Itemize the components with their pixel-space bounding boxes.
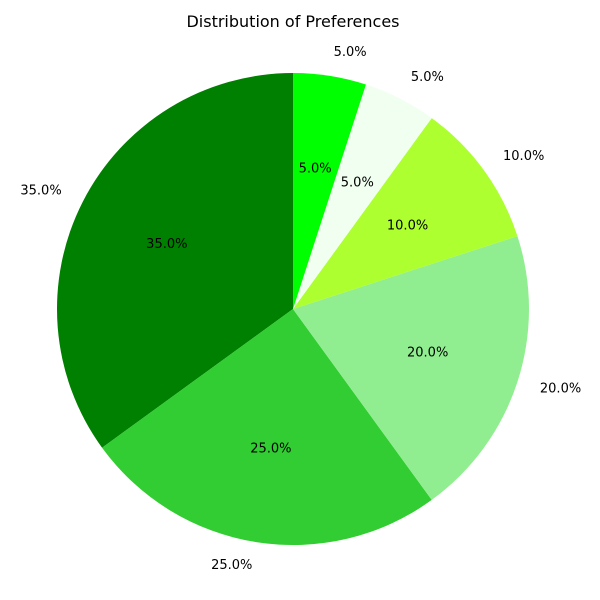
pie-outer-label-0: 35.0%: [20, 184, 61, 199]
pie-slices: [57, 73, 529, 545]
pie-outer-label-1: 25.0%: [211, 558, 252, 573]
chart-title: Distribution of Preferences: [186, 12, 399, 31]
pie-slice-1: [102, 309, 432, 545]
pie-slice-5: [293, 73, 366, 309]
pie-pct-label-5: 5.0%: [299, 162, 332, 177]
pie-outer-label-3: 10.0%: [503, 149, 544, 164]
pie-slice-4: [293, 84, 432, 309]
pie-pct-label-1: 25.0%: [250, 441, 291, 456]
pie-pct-label-4: 5.0%: [341, 175, 374, 190]
pie-slice-3: [293, 118, 518, 309]
pie-outer-label-2: 20.0%: [540, 382, 581, 397]
pie-inner-labels: 35.0% 25.0% 20.0% 10.0% 5.0% 5.0%: [146, 162, 448, 457]
pie-pct-label-0: 35.0%: [146, 237, 187, 252]
pie-pct-label-2: 20.0%: [407, 345, 448, 360]
pie-outer-label-4: 5.0%: [411, 70, 444, 85]
pie-slice-0: [57, 73, 293, 448]
pie-slice-2: [293, 236, 529, 500]
pie-pct-label-3: 10.0%: [387, 218, 428, 233]
pie-outer-labels: 35.0% 25.0% 20.0% 10.0% 5.0% 5.0%: [20, 45, 581, 573]
pie-outer-label-5: 5.0%: [334, 45, 367, 60]
